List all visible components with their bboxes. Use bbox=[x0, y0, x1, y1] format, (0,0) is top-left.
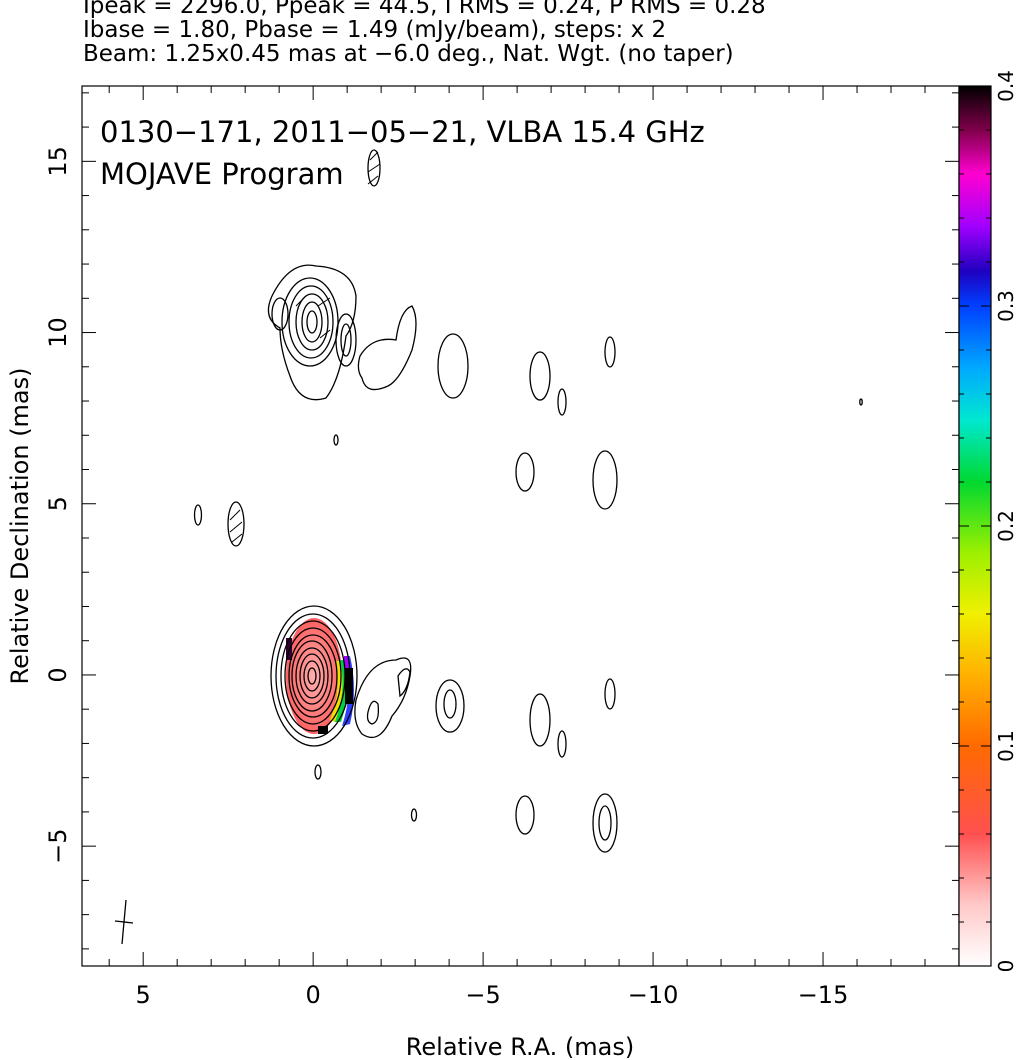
axis-tick-labels: 5 0 −5 −10 −15 −5 0 5 10 15 bbox=[44, 146, 848, 1009]
contour-lines bbox=[193, 149, 863, 853]
x-tick-label: 0 bbox=[306, 981, 321, 1009]
north-contour bbox=[288, 285, 334, 359]
beam-minor-axis bbox=[114, 920, 134, 924]
core-contour bbox=[291, 640, 333, 712]
evpa-tick bbox=[369, 151, 379, 161]
blob-contour bbox=[859, 398, 863, 406]
colorbar-tick-label: 0.2 bbox=[994, 510, 1018, 542]
evpa-tick bbox=[367, 175, 379, 185]
blob-contour bbox=[367, 149, 381, 187]
blob-contour bbox=[515, 452, 535, 492]
colorbar-tick-label: 0.1 bbox=[994, 730, 1018, 762]
y-tick-label: 0 bbox=[44, 667, 72, 682]
x-axis-label: Relative R.A. (mas) bbox=[406, 1033, 634, 1060]
chart-subtitle: MOJAVE Program bbox=[100, 157, 344, 191]
north-contour bbox=[267, 264, 357, 401]
north-contour bbox=[340, 323, 352, 357]
jet-contour bbox=[354, 657, 412, 739]
blob-contour bbox=[333, 434, 339, 446]
blob-contour bbox=[437, 333, 469, 399]
core-contour bbox=[303, 660, 321, 692]
blob-contour bbox=[529, 693, 551, 747]
blob-contour bbox=[227, 501, 245, 547]
jet-contour bbox=[435, 679, 465, 733]
x-tick-label: −10 bbox=[628, 981, 679, 1009]
pol-dark-spot bbox=[286, 638, 292, 660]
north-contour bbox=[281, 277, 339, 367]
core-contour bbox=[280, 620, 346, 732]
evpa-tick bbox=[229, 509, 241, 521]
x-tick-label: −5 bbox=[465, 981, 500, 1009]
blob-contour bbox=[410, 808, 418, 822]
north-contour bbox=[306, 310, 318, 334]
plot-frame bbox=[81, 85, 960, 967]
axis-ticks bbox=[82, 86, 959, 966]
blob-contour bbox=[557, 730, 567, 758]
colorbar-tick-label: 0.3 bbox=[994, 290, 1018, 322]
x-tick-label: −15 bbox=[798, 981, 849, 1009]
y-tick-label: 5 bbox=[44, 496, 72, 511]
colorbar-tick-label: 0.4 bbox=[994, 70, 1018, 102]
chart-title: 0130−171, 2011−05−21, VLBA 15.4 GHz bbox=[100, 115, 705, 149]
blob-contour bbox=[598, 805, 612, 841]
colorbar-tick-label: 0 bbox=[994, 960, 1018, 973]
colorbar-tick-labels: 0 0.1 0.2 0.3 0.4 bbox=[994, 70, 1018, 972]
x-tick-label: 5 bbox=[136, 981, 151, 1009]
blob-contour bbox=[193, 504, 203, 526]
blob-contour bbox=[592, 450, 618, 510]
blob-contour bbox=[604, 336, 616, 368]
jet-contour bbox=[366, 700, 380, 725]
evpa-tick bbox=[317, 297, 331, 307]
evpa-tick bbox=[229, 521, 243, 533]
header-line-2: Ibase = 1.80, Pbase = 1.49 (mJy/beam), s… bbox=[83, 17, 667, 43]
north-contour bbox=[295, 293, 329, 351]
core-contour bbox=[275, 613, 351, 739]
evpa-tick bbox=[295, 295, 307, 307]
evpa-tick bbox=[367, 163, 381, 173]
colorbar-ticks bbox=[959, 85, 991, 967]
core-contour bbox=[284, 627, 342, 725]
pol-violet-spot bbox=[344, 656, 349, 668]
north-contour bbox=[301, 301, 323, 343]
blob-contour bbox=[314, 764, 322, 780]
blob-contour bbox=[529, 351, 551, 401]
core-contour bbox=[270, 605, 358, 747]
blob-contour bbox=[515, 795, 535, 835]
y-tick-label: −5 bbox=[44, 828, 72, 863]
north-contour bbox=[271, 297, 289, 331]
header-line-3: Beam: 1.25x0.45 mas at −6.0 deg., Nat. W… bbox=[83, 41, 734, 67]
blob-contour bbox=[592, 793, 618, 853]
evpa-tick bbox=[231, 533, 243, 543]
y-tick-label: 15 bbox=[44, 146, 72, 177]
jet-contour bbox=[443, 689, 457, 719]
jet-contour bbox=[397, 668, 411, 698]
north-contour bbox=[335, 313, 357, 367]
core-contour bbox=[299, 653, 325, 699]
header-line-1: Ipeak = 2296.0, Ppeak = 44.5, I RMS = 0.… bbox=[83, 0, 766, 19]
pol-dark-spot-2 bbox=[318, 726, 328, 734]
blob-contour bbox=[557, 388, 567, 416]
evpa-tick bbox=[319, 329, 331, 339]
evpa-vectors bbox=[229, 151, 381, 543]
core-contour bbox=[295, 647, 329, 705]
y-tick-label: 10 bbox=[44, 317, 72, 348]
y-axis-label: Relative Declination (mas) bbox=[6, 367, 34, 684]
core-contour bbox=[288, 634, 338, 718]
beam-symbol bbox=[114, 899, 134, 945]
pol-rim-green bbox=[334, 660, 348, 722]
blob-contour bbox=[604, 678, 616, 710]
north-jet-contour bbox=[357, 305, 417, 391]
core-contour bbox=[307, 667, 317, 685]
